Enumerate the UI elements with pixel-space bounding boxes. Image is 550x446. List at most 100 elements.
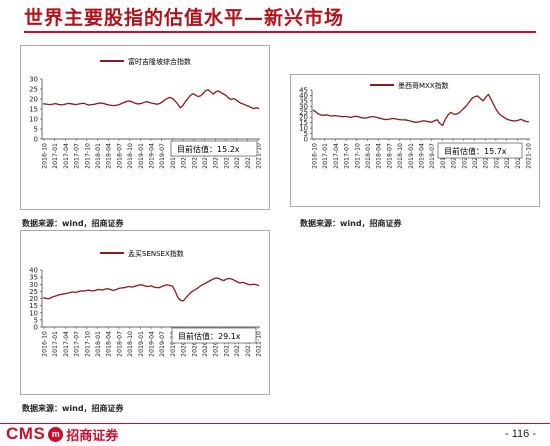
y-tick-label: 0 — [304, 136, 308, 144]
page-number: - 116 - — [505, 428, 536, 440]
x-tick-label: 2017-10 — [84, 331, 91, 357]
chart-klci: 富时吉隆坡综合指数 0 5 10 15 20 25 30 2016-10 2017-01 2017… — [20, 45, 270, 210]
valuation-label: 目前估值：15.2x — [177, 144, 240, 154]
company-logo: CMS m 招商证券 — [6, 424, 119, 444]
page-title: 世界主要股指的估值水平—新兴市场 — [24, 7, 345, 29]
x-tick-label: 2017-01 — [322, 143, 329, 169]
x-tick-label: 2016-10 — [312, 143, 319, 169]
x-tick-label: 2021-07 — [245, 331, 252, 357]
x-tick-label: 2017-07 — [344, 143, 351, 169]
y-tick-label: 5 — [304, 130, 308, 138]
source-note: 数据来源：wind，招商证券 — [22, 219, 124, 228]
y-tick-label: 0 — [34, 136, 38, 144]
y-tick-label: 30 — [29, 281, 38, 289]
logo-chinese-name: 招商证券 — [66, 428, 119, 444]
y-tick-label: 35 — [29, 274, 38, 282]
y-tick-label: 10 — [299, 125, 308, 133]
x-tick-label: 2021-10 — [526, 143, 533, 169]
x-tick-label: 2017-01 — [52, 331, 59, 357]
x-tick-label: 2017-07 — [74, 143, 81, 169]
legend-label: 富时吉隆坡综合指数 — [128, 57, 191, 66]
y-tick-label: 10 — [29, 116, 38, 124]
logo-text: CMS — [6, 424, 46, 443]
y-tick-label: 20 — [29, 96, 38, 104]
x-tick-label: 2019-01 — [138, 331, 145, 357]
x-tick-label: 2020-04 — [191, 331, 198, 357]
y-tick-label: 20 — [299, 114, 308, 122]
x-tick-label: 2019-04 — [149, 331, 156, 357]
footer-rule — [0, 423, 550, 424]
title-rule — [24, 31, 536, 33]
x-tick-label: 2018-07 — [116, 331, 123, 357]
y-tick-label: 15 — [29, 302, 38, 310]
legend-label: 墨西哥MXX指数 — [398, 81, 449, 90]
y-tick-label: 40 — [299, 92, 308, 100]
x-tick-label: 2018-10 — [127, 331, 134, 357]
y-tick-label: 10 — [29, 309, 38, 317]
valuation-label: 目前估值：29.1x — [178, 331, 241, 341]
x-tick-label: 2017-10 — [354, 143, 361, 169]
valuation-box — [437, 142, 523, 159]
x-tick-label: 2017-04 — [333, 143, 340, 169]
x-tick-label: 2021-10 — [256, 331, 263, 357]
y-tick-label: 25 — [29, 288, 38, 296]
x-tick-label: 2016-10 — [42, 331, 49, 357]
x-tick-label: 2018-07 — [116, 143, 123, 169]
x-tick-label: 2018-04 — [106, 331, 113, 357]
x-tick-label: 2019-04 — [419, 143, 426, 169]
x-tick-label: 2019-07 — [159, 143, 166, 169]
valuation-box — [170, 140, 258, 157]
x-tick-label: 2020-07 — [202, 331, 209, 357]
source-note: 数据来源：wind，招商证券 — [22, 404, 124, 413]
x-tick-label: 2017-01 — [52, 143, 59, 169]
x-tick-label: 2017-04 — [63, 331, 70, 357]
series — [42, 89, 260, 110]
chart-frame — [290, 74, 540, 207]
x-tick-label: 2017-10 — [84, 143, 91, 169]
x-tick-label: 2020-10 — [213, 331, 220, 357]
y-tick-label: 25 — [299, 108, 308, 116]
x-tick-label: 2018-04 — [106, 143, 113, 169]
x-tick-label: 2018-04 — [376, 143, 383, 169]
chart-frame — [20, 230, 270, 395]
y-tick-label: 25 — [29, 86, 38, 94]
x-tick-label: 2018-01 — [365, 143, 372, 169]
x-tick-label: 2019-01 — [408, 143, 415, 169]
x-tick-label: 2018-10 — [127, 143, 134, 169]
x-tick-label: 2019-07 — [159, 331, 166, 357]
chart-frame — [20, 45, 270, 210]
valuation-label: 目前估值：15.7x — [444, 146, 507, 156]
y-tick-label: 30 — [299, 103, 308, 111]
x-tick-label: 2019-04 — [149, 143, 156, 169]
y-tick-label: 5 — [34, 316, 38, 324]
x-tick-label: 2016-10 — [42, 143, 49, 169]
y-tick-label: 0 — [34, 324, 38, 332]
source-note: 数据来源：wind，招商证券 — [300, 219, 402, 228]
valuation-box — [171, 327, 257, 344]
x-tick-label: 2019-10 — [170, 331, 177, 357]
x-tick-label: 2018-07 — [386, 143, 393, 169]
x-tick-label: 2018-01 — [95, 143, 102, 169]
x-tick-label: 2017-04 — [63, 143, 70, 169]
x-tick-label: 2020-01 — [181, 331, 188, 357]
series-line — [42, 277, 260, 302]
legend-label: 孟买SENSEX指数 — [128, 249, 184, 258]
logo-mark-icon: m — [48, 426, 64, 442]
x-tick-label: 2017-07 — [74, 331, 81, 357]
x-tick-label: 2021-01 — [223, 331, 230, 357]
x-tick-label: 2019-07 — [429, 143, 436, 169]
series-line — [312, 93, 530, 127]
x-tick-label: 2018-01 — [95, 331, 102, 357]
series — [312, 93, 530, 127]
x-tick-label: 2018-10 — [397, 143, 404, 169]
y-tick-label: 45 — [299, 87, 308, 95]
x-tick-label: 2021-04 — [234, 331, 241, 357]
y-tick-label: 15 — [29, 106, 38, 114]
y-tick-label: 5 — [34, 126, 38, 134]
y-tick-label: 30 — [29, 76, 38, 84]
x-tick-label: 2021-10 — [256, 143, 263, 169]
y-tick-label: 20 — [29, 295, 38, 303]
y-tick-label: 15 — [299, 119, 308, 127]
